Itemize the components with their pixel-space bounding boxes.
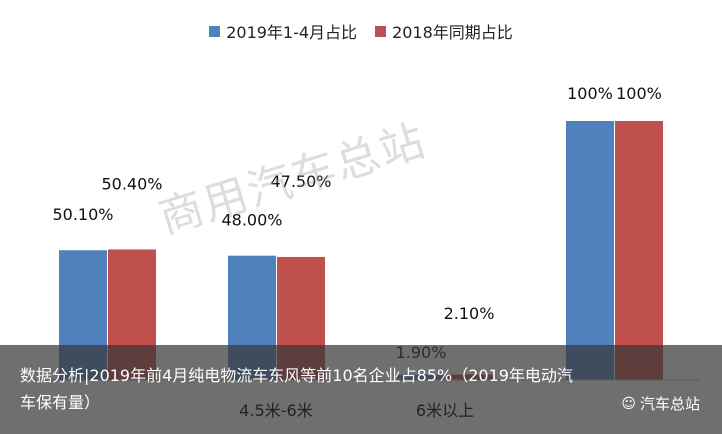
data-label-s0-c1: 48.00% <box>221 211 282 230</box>
legend-swatch-2019 <box>209 25 221 37</box>
data-label-s0-c0: 50.10% <box>52 205 113 224</box>
legend-item-2019: 2019年1-4月占比 <box>209 19 357 43</box>
data-label-s1-c3: 100% <box>616 84 662 103</box>
x-tick-label-1: 4.5米-6米 <box>239 401 313 420</box>
data-label-s1-c2: 2.10% <box>444 304 495 323</box>
bar-s0-c3 <box>566 121 614 380</box>
wechat-icon: ☺ <box>621 395 636 412</box>
brand-name: 汽车总站 <box>639 395 700 413</box>
caption-overlay: 数据分析|2019年前4月纯电物流车东风等前10名企业占85%（2019年电动汽… <box>0 345 722 434</box>
data-label-s0-c3: 100% <box>567 84 613 103</box>
legend-item-2018: 2018年同期占比 <box>375 19 513 43</box>
chart-legend: 2019年1-4月占比 2018年同期占比 <box>0 19 722 43</box>
data-label-s1-c1: 47.50% <box>270 172 331 191</box>
legend-swatch-2018 <box>375 25 387 37</box>
x-tick-label-2: 6米以上 <box>415 401 475 420</box>
legend-label-2018: 2018年同期占比 <box>392 23 513 42</box>
caption-text: 数据分析|2019年前4月纯电物流车东风等前10名企业占85%（2019年电动汽… <box>20 366 573 412</box>
brand-mark: ☺ 汽车总站 <box>621 393 700 414</box>
data-label-s1-c0: 50.40% <box>101 174 162 193</box>
bar-s1-c3 <box>615 121 663 380</box>
legend-label-2019: 2019年1-4月占比 <box>226 23 358 42</box>
